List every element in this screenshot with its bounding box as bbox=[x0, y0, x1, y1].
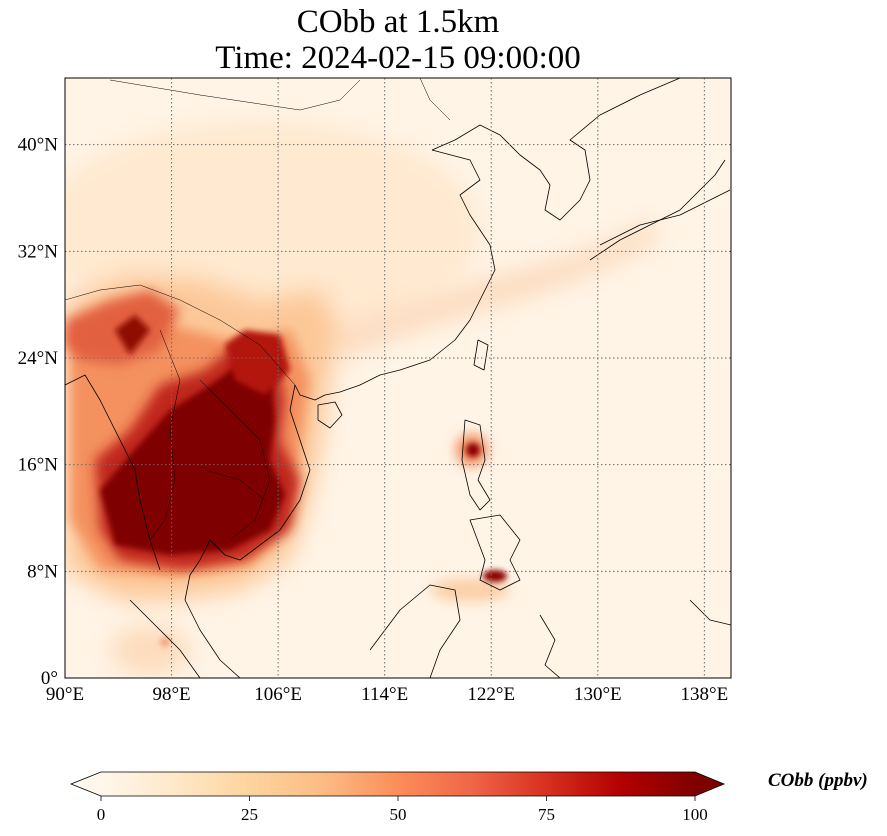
border-mongolia bbox=[109, 79, 361, 111]
lat-tick-label: 0° bbox=[41, 668, 58, 689]
coastline-china bbox=[294, 149, 496, 401]
map-frame bbox=[64, 77, 732, 679]
coastline-honshu-south bbox=[599, 189, 731, 246]
coastline-taiwan bbox=[473, 339, 489, 371]
coastline-japan bbox=[589, 159, 726, 261]
lon-tick-label: 114°E bbox=[361, 684, 408, 705]
map-axes bbox=[64, 77, 732, 679]
lon-tick-label: 138°E bbox=[681, 684, 729, 705]
plume-core-indochina bbox=[100, 360, 285, 555]
plume-northeast-india-core bbox=[115, 315, 150, 355]
coastlines bbox=[65, 78, 731, 678]
plume-mindanao-core bbox=[483, 570, 507, 582]
coastline-luzon bbox=[461, 419, 491, 511]
lon-tick-label: 106°E bbox=[254, 684, 302, 705]
longitude-tick-labels: 90°E 98°E 106°E 114°E 122°E 130°E 138°E bbox=[46, 684, 728, 705]
colorbar: 0 25 50 75 100 bbox=[69, 771, 726, 824]
coastline-borneo bbox=[369, 584, 461, 678]
border-myanmar-thailand bbox=[149, 329, 181, 541]
border-laos-vietnam bbox=[199, 379, 271, 541]
plume-south-china bbox=[225, 330, 290, 395]
latitude-tick-labels: 0° 8°N 16°N 24°N 32°N 40°N bbox=[18, 135, 59, 689]
coastline-indochina bbox=[184, 384, 311, 678]
border-thailand-cambodia bbox=[204, 469, 266, 501]
lon-tick-label: 98°E bbox=[152, 684, 190, 705]
concentration-field bbox=[65, 120, 660, 675]
map-title-line-1: CObb at 1.5km bbox=[296, 4, 500, 40]
lat-tick-label: 32°N bbox=[18, 241, 59, 262]
colorbar-bar bbox=[101, 772, 695, 796]
colorbar-title: CObb (ppbv) bbox=[768, 770, 868, 791]
lat-tick-label: 40°N bbox=[18, 135, 59, 156]
coastline-hainan bbox=[317, 401, 343, 429]
border-northeast bbox=[419, 78, 451, 121]
colorbar-tick-label: 75 bbox=[538, 805, 555, 824]
colorbar-tick-label: 50 bbox=[390, 805, 407, 824]
gridlines bbox=[65, 78, 731, 678]
plume-transport-band bbox=[330, 220, 660, 360]
plume-luzon-core bbox=[466, 443, 480, 457]
colorbar-tick-label: 25 bbox=[241, 805, 258, 824]
lon-tick-label: 130°E bbox=[574, 684, 622, 705]
border-china-south bbox=[65, 284, 296, 386]
colorbar-ticks: 0 25 50 75 100 bbox=[97, 796, 708, 824]
coastline-philippines-south bbox=[469, 514, 521, 591]
map-title-line-2: Time: 2024-02-15 09:00:00 bbox=[215, 40, 581, 76]
lat-tick-label: 24°N bbox=[18, 348, 59, 369]
colorbar-extend-max bbox=[695, 772, 724, 796]
coastline-sumatra bbox=[129, 599, 201, 678]
plume-sumatra bbox=[110, 625, 190, 675]
country-borders bbox=[65, 78, 451, 541]
lon-tick-label: 90°E bbox=[46, 684, 84, 705]
lon-tick-label: 122°E bbox=[467, 684, 515, 705]
colorbar-tick-label: 100 bbox=[682, 805, 708, 824]
colorbar-extend-min bbox=[71, 772, 101, 796]
plume-mindanao-halo bbox=[430, 578, 510, 602]
coastline-new-guinea bbox=[689, 599, 731, 626]
lat-tick-label: 16°N bbox=[18, 455, 59, 476]
plume-sumatra-spot bbox=[160, 637, 170, 647]
coastline-korea-liaoning bbox=[431, 78, 681, 221]
coastline-bay-of-bengal bbox=[65, 374, 161, 571]
coastline-sulawesi bbox=[539, 614, 561, 678]
colorbar-tick-label: 0 bbox=[97, 805, 106, 824]
lat-tick-label: 8°N bbox=[27, 561, 58, 582]
